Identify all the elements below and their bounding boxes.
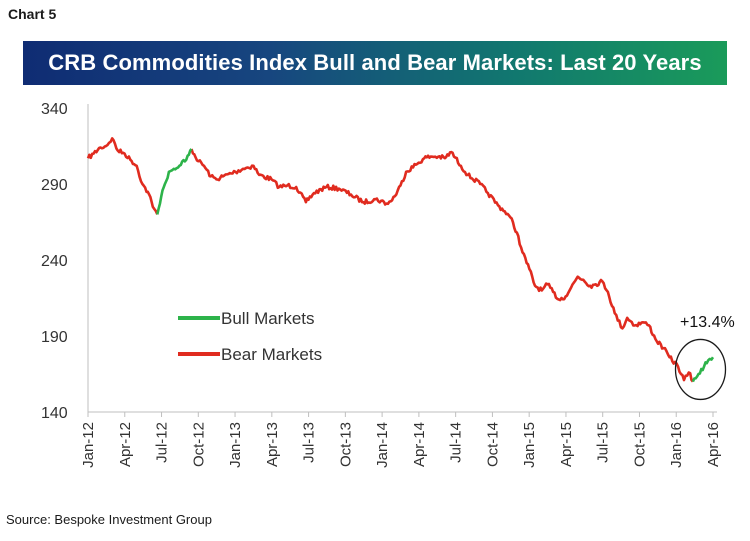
annotation-label: +13.4% xyxy=(680,314,735,331)
y-tick-label: 340 xyxy=(41,101,68,118)
source-note: Source: Bespoke Investment Group xyxy=(6,512,212,527)
x-tick-label: Jan-15 xyxy=(521,422,538,468)
y-tick-label: 290 xyxy=(41,177,68,194)
x-tick-label: Oct-12 xyxy=(190,422,207,467)
x-tick-label: Oct-13 xyxy=(337,422,354,467)
x-tick-label: Jul-12 xyxy=(154,422,171,463)
bear-series-line xyxy=(190,148,694,383)
x-tick-label: Jan-13 xyxy=(227,422,244,468)
axis-layer: 340 290 240 190 140 Jan-12 Apr-12 Jul-12 Oct-12 J… xyxy=(41,101,722,468)
x-tick-label: Oct-15 xyxy=(631,422,648,467)
x-tick-label: Apr-14 xyxy=(411,422,428,467)
x-tick-label: Jan-14 xyxy=(374,422,391,468)
x-tick-label: Jan-12 xyxy=(80,422,97,468)
highlight-circle xyxy=(674,338,727,401)
x-tick-label: Apr-16 xyxy=(705,422,722,467)
series-layer xyxy=(86,137,715,383)
y-tick-label: 240 xyxy=(41,253,68,270)
legend-label: Bear Markets xyxy=(221,345,322,364)
x-tick-label: Jan-16 xyxy=(668,422,685,468)
x-tick-label: Apr-12 xyxy=(117,422,134,467)
y-tick-label: 140 xyxy=(41,405,68,422)
y-tick-label: 190 xyxy=(41,329,68,346)
x-tick-label: Jul-15 xyxy=(595,422,612,463)
chart-title: CRB Commodities Index Bull and Bear Mark… xyxy=(48,50,702,75)
x-tick-label: Apr-15 xyxy=(558,422,575,467)
chart-label: Chart 5 xyxy=(8,6,57,22)
bull-series-line xyxy=(156,148,193,215)
x-tick-label: Jul-13 xyxy=(301,422,318,463)
legend-label: Bull Markets xyxy=(221,309,315,328)
annotation-layer: +13.4% xyxy=(674,314,735,401)
x-tick-label: Oct-14 xyxy=(484,422,501,467)
bear-series-line xyxy=(86,137,159,215)
x-tick-label: Jul-14 xyxy=(448,422,465,463)
legend: Bull Markets Bear Markets xyxy=(178,309,322,364)
bull-series-line xyxy=(691,356,715,383)
title-banner: CRB Commodities Index Bull and Bear Mark… xyxy=(23,41,727,85)
x-tick-label: Apr-13 xyxy=(264,422,281,467)
